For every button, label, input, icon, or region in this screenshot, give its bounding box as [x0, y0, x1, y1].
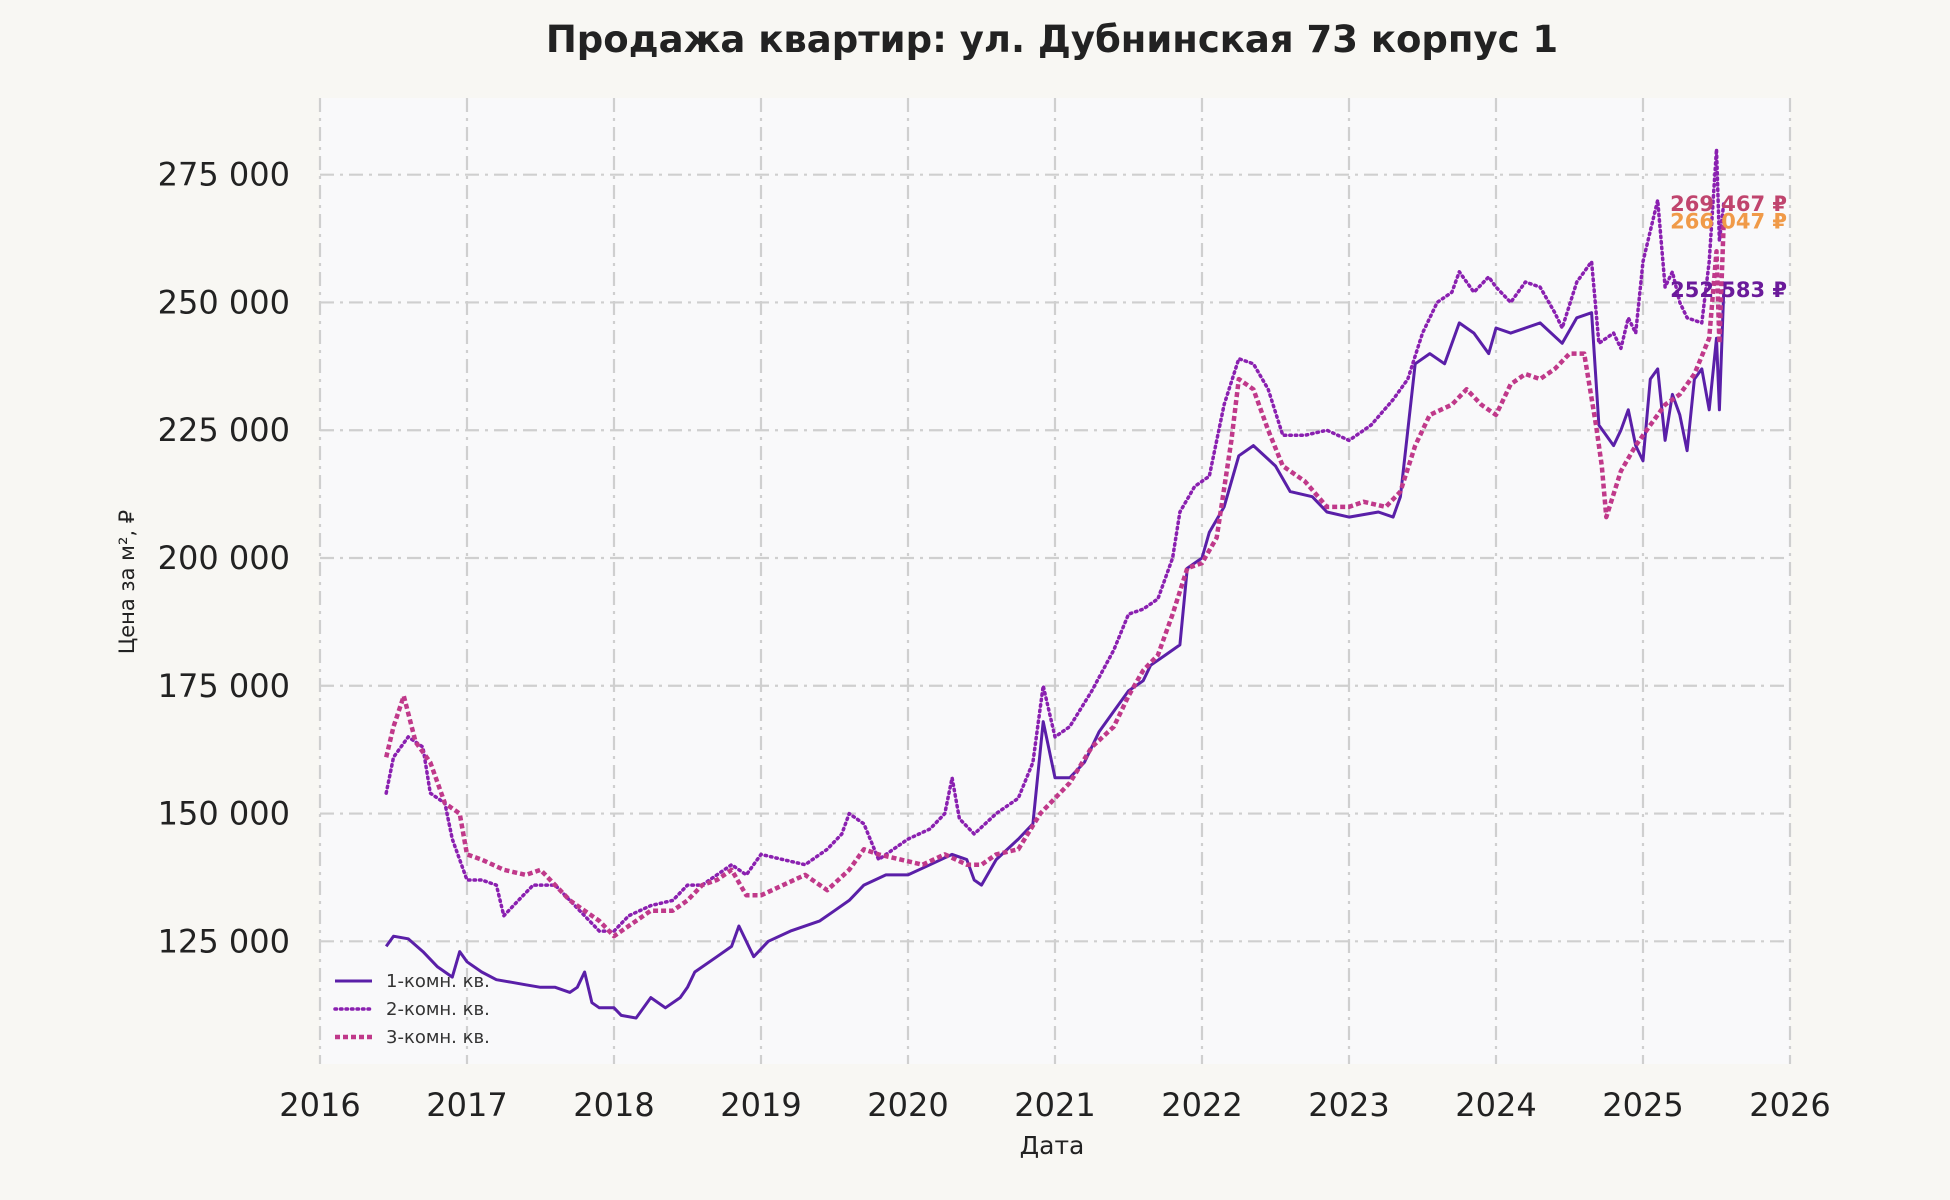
- grid: [318, 98, 1792, 1064]
- y-tick-label: 150 000: [158, 795, 290, 833]
- series-line-3: [384, 220, 1727, 939]
- x-tick-label: 2019: [720, 1086, 801, 1124]
- x-tick-label: 2025: [1602, 1086, 1683, 1124]
- series-line-2: [384, 147, 1726, 933]
- tick-labels: 2016 2017 2018 2019 2020 2021 2022 2023 2024 2025…: [158, 156, 1831, 1124]
- y-tick-label: 200 000: [158, 539, 290, 577]
- x-axis-label: Дата: [1020, 1131, 1085, 1160]
- y-tick-label: 275 000: [158, 156, 290, 194]
- y-tick-label: 175 000: [158, 667, 290, 705]
- x-tick-label: 2021: [1014, 1086, 1095, 1124]
- x-tick-label: 2024: [1455, 1086, 1536, 1124]
- end-value-annotation: 269 467 ₽: [1670, 192, 1787, 216]
- y-tick-label: 250 000: [158, 283, 290, 321]
- x-tick-label: 2026: [1749, 1086, 1830, 1124]
- chart-title: Продажа квартир: ул. Дубнинская 73 корпу…: [546, 18, 1558, 61]
- annotations: 269 467 ₽266 047 ₽ 252 583 ₽: [1670, 192, 1787, 302]
- x-tick-label: 2018: [573, 1086, 654, 1124]
- x-tick-label: 2023: [1308, 1086, 1389, 1124]
- legend-label-2: 2-комн. кв.: [386, 999, 490, 1020]
- x-tick-label: 2022: [1161, 1086, 1242, 1124]
- y-tick-label: 125 000: [158, 922, 290, 960]
- x-tick-label: 2020: [867, 1086, 948, 1124]
- series-line-1: [384, 289, 1726, 1020]
- legend-label-3: 3-комн. кв.: [386, 1027, 490, 1048]
- end-value-annotation: 266 047 ₽: [1670, 209, 1787, 233]
- legend: 1-комн. кв. 2-комн. кв. 3-комн. кв.: [333, 971, 490, 1048]
- x-tick-label: 2017: [426, 1086, 507, 1124]
- y-tick-label: 225 000: [158, 411, 290, 449]
- y-axis-label: Цена за м², ₽: [115, 510, 139, 654]
- end-value-annotation: 252 583 ₽: [1670, 278, 1787, 302]
- x-tick-label: 2016: [279, 1086, 360, 1124]
- series-layer: [384, 147, 1727, 1020]
- legend-label-1: 1-комн. кв.: [386, 971, 490, 992]
